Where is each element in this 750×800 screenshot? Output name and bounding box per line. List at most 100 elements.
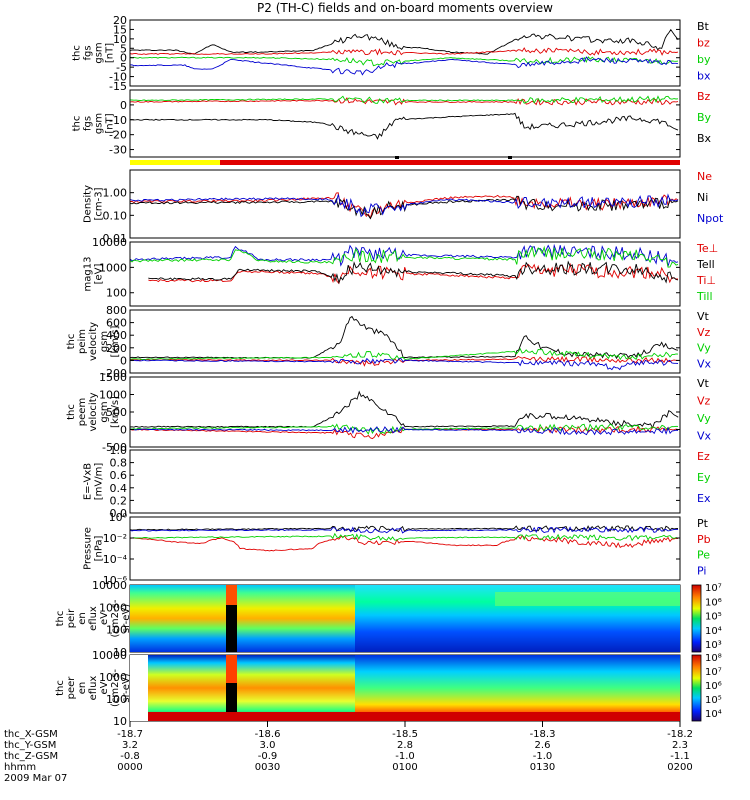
time-tick-label: -18.5 <box>392 729 418 740</box>
y-axis-label-line: velocity <box>88 322 99 361</box>
series-Tell-line <box>148 260 679 285</box>
y-tick-label: 10⁻⁶ <box>103 574 128 587</box>
y-axis-label-line: eflux <box>88 606 99 631</box>
y-tick-label: 10 <box>113 715 127 728</box>
y-tick-label: -10 <box>109 71 127 84</box>
y-tick-label: 10 <box>113 33 127 46</box>
mode-bar-marker <box>508 156 512 159</box>
y-axis-label-line: [nT] <box>105 113 116 133</box>
y-tick-label: 0.6 <box>110 469 128 482</box>
time-tick-label: 2.8 <box>397 740 413 751</box>
y-tick-label: 1000 <box>99 671 127 684</box>
y-tick-label: 10⁻² <box>103 532 127 545</box>
y-axis-label-line: thc <box>66 334 77 350</box>
y-axis-label-line: (cm2-s- <box>110 599 121 637</box>
y-axis-label-line: Pressure <box>83 527 94 570</box>
y-axis-label-line: sr-eV) <box>121 673 132 702</box>
y-tick-label: 5 <box>120 42 127 55</box>
ion-spectrum-band <box>355 585 495 652</box>
series-Ni-line <box>129 195 679 220</box>
y-axis-label: thcpeemvelocitygsm[km/s] <box>66 392 121 431</box>
electron-spectrum-band <box>148 655 226 721</box>
y-axis-label-line: eV <box>99 681 110 694</box>
colorbar-tick-label: 10⁶ <box>705 597 722 608</box>
y-tick-label: 100 <box>106 693 127 706</box>
y-axis-label-line: sr-eV) <box>121 604 132 633</box>
y-tick-label: 800 <box>106 304 127 317</box>
mode-bar <box>130 156 680 165</box>
y-tick-label: 0.2 <box>110 494 128 507</box>
ion-spectrum-highband <box>495 592 680 606</box>
y-tick-label: -20 <box>109 129 127 142</box>
y-tick-label: 500 <box>106 406 127 419</box>
y-tick-label: 600 <box>106 317 127 330</box>
legend-Vy: Vy <box>697 412 711 425</box>
y-tick-label: 100 <box>106 624 127 637</box>
legend-Ti⊥: Ti⊥ <box>696 274 716 287</box>
y-axis-label-line: E=-VxB <box>83 463 94 500</box>
panels: 20151050-5-10-15thcfgsgsm[nT]Btbzbybx0-1… <box>55 14 724 728</box>
y-axis-label-line: en <box>77 682 88 695</box>
y-tick-label: 0.01 <box>103 232 128 245</box>
time-tick-label: -0.9 <box>258 751 278 762</box>
legend-Ex: Ex <box>697 492 711 505</box>
y-axis-label-line: peer <box>66 676 77 700</box>
y-tick-label: 0.0 <box>110 507 128 520</box>
y-axis-label: E=-VxB[mV/m] <box>83 463 105 501</box>
y-axis-label: thcfgsgsm[nT] <box>72 113 116 134</box>
panel-2: 0 -10 -20 -30 thcfgsgsm[nT] Bz By Bx <box>72 89 712 158</box>
y-tick-label: 0 <box>120 354 127 367</box>
mode-bar-slow-survey <box>130 160 220 165</box>
series-Vx-line <box>129 357 679 371</box>
y-tick-label: 1000 <box>99 261 127 274</box>
electron-spectrum-gap <box>226 655 237 721</box>
time-axis-row-label: thc_X-GSM <box>4 729 58 740</box>
y-tick-label: 10⁻⁴ <box>103 553 128 566</box>
y-axis-label: Density[cm-3] <box>83 185 105 223</box>
y-axis-label-line: thc <box>66 404 77 420</box>
time-tick-label: -18.7 <box>117 729 143 740</box>
electron-spectrum-band <box>237 655 355 721</box>
legend-bx: bx <box>697 70 711 83</box>
time-tick-label: -18.6 <box>255 729 281 740</box>
y-tick-label: 10000 <box>92 649 127 662</box>
series-Pe-line <box>129 532 679 542</box>
panel-7: 1.00.80.60.40.20.0 E=-VxB[mV/m] Ez Ey Ex <box>83 444 711 520</box>
y-axis-label-line: velocity <box>88 392 99 431</box>
legend-Pt: Pt <box>697 517 709 530</box>
colorbar-tick-label: 10⁵ <box>705 695 722 706</box>
time-tick-label: 0030 <box>255 762 280 773</box>
series-by-line <box>129 56 679 67</box>
y-axis-label-line: thc <box>72 116 83 132</box>
y-axis-label-line: gsm <box>94 42 105 63</box>
legend-Bz: Bz <box>697 90 711 103</box>
panel-frame <box>129 241 681 307</box>
legend-Vy: Vy <box>697 342 711 355</box>
panel-frame <box>129 169 681 239</box>
y-axis-label-line: [eV] <box>94 264 105 285</box>
figure-title: P2 (TH-C) fields and on-board moments ov… <box>257 1 553 15</box>
colorbar-tick-label: 10³ <box>705 640 722 651</box>
series-Bx-line <box>129 112 679 140</box>
y-tick-label: 20 <box>113 14 127 27</box>
legend-Vz: Vz <box>697 326 711 339</box>
panel-frame <box>129 19 681 87</box>
y-axis-label-line: [mV/m] <box>94 463 105 501</box>
y-axis-label-line: [nPa] <box>94 535 105 561</box>
y-tick-label: -5 <box>116 61 127 74</box>
legend-Ne: Ne <box>697 170 712 183</box>
y-axis-label-line: thc <box>55 680 66 696</box>
y-axis-label: thcpeimvelocitygsm[km/s] <box>66 322 121 361</box>
series-Vy-line <box>129 347 679 361</box>
time-tick-label: -18.3 <box>530 729 556 740</box>
legend-Pb: Pb <box>697 533 711 546</box>
time-tick-label: 0200 <box>667 762 692 773</box>
series-bz-line <box>129 47 679 56</box>
legend-Vx: Vx <box>697 430 712 443</box>
series-Npot-line <box>129 193 679 218</box>
electron-spectrum-blank <box>130 655 148 721</box>
y-tick-label: -30 <box>109 144 127 157</box>
colorbar-tick-label: 10⁸ <box>705 653 722 664</box>
mode-bar-fast-survey <box>220 160 680 165</box>
